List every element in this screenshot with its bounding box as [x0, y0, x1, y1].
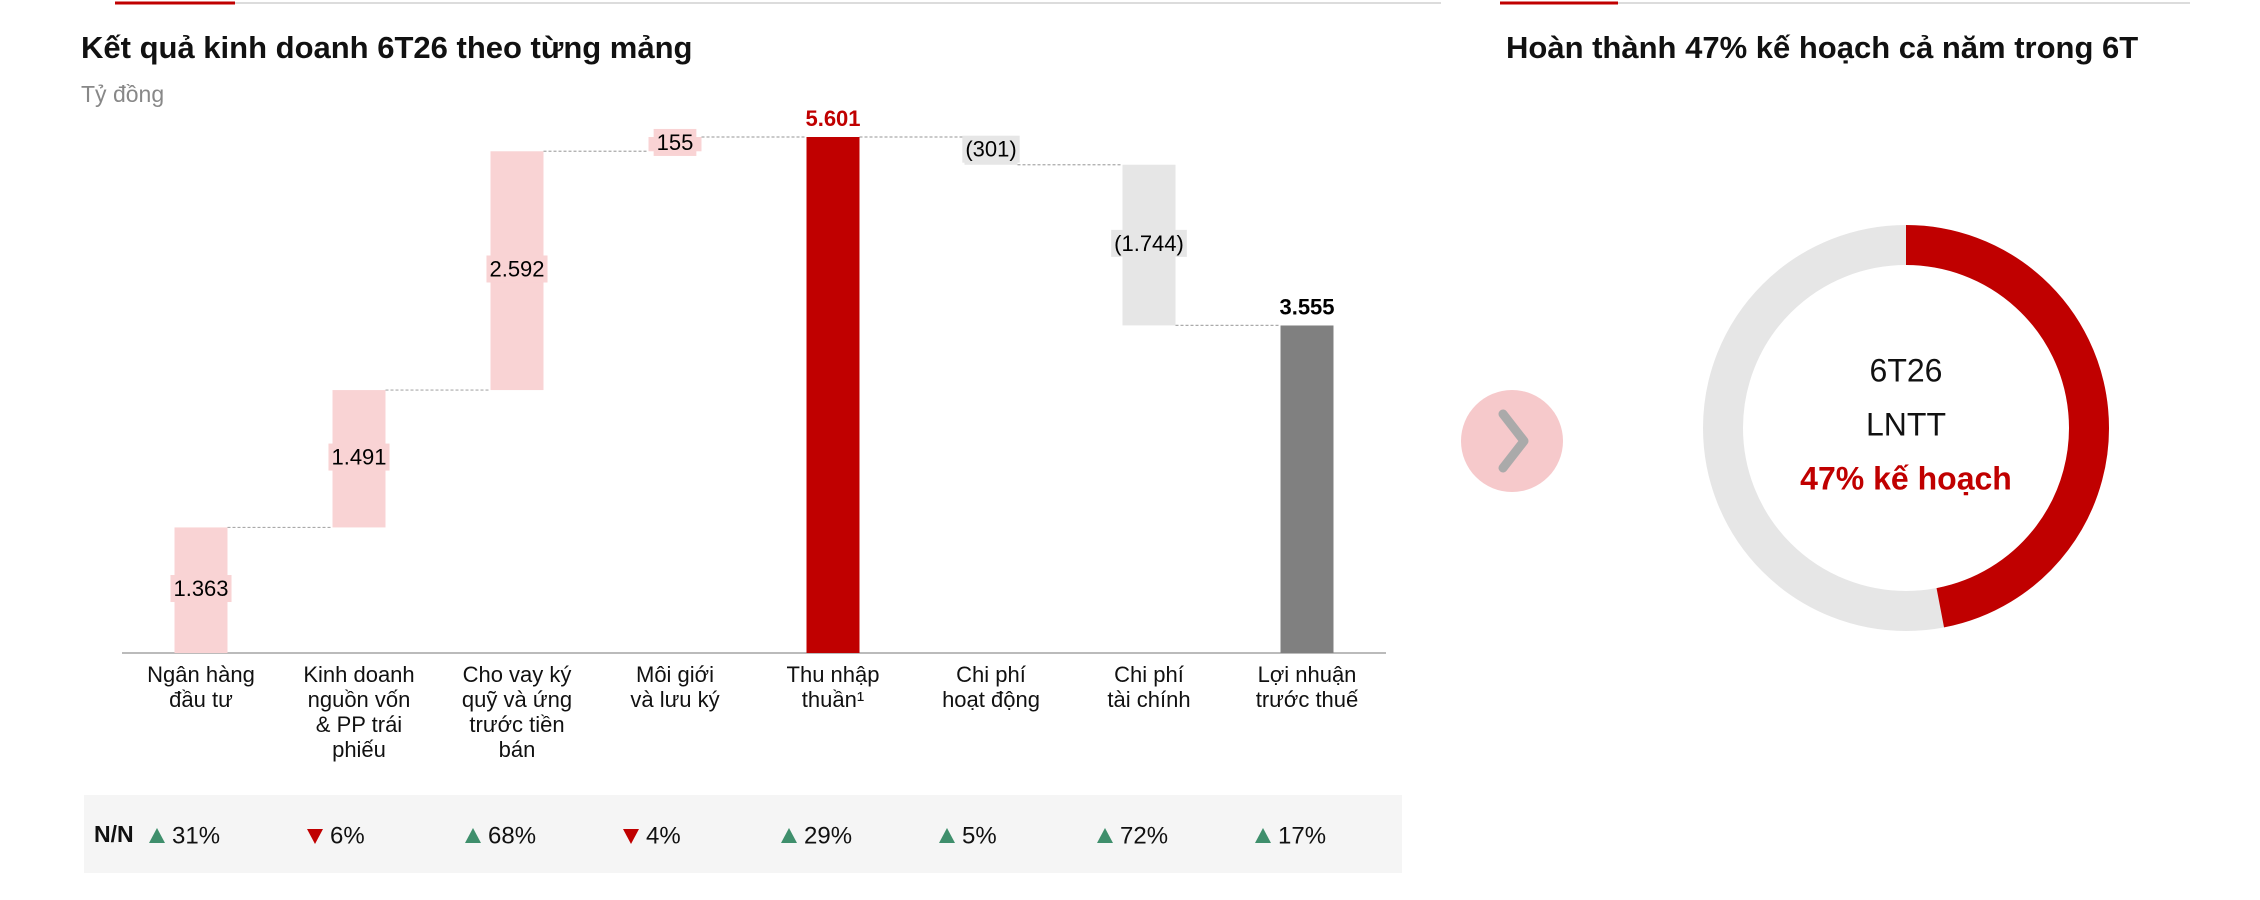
growth-row-label: N/N [94, 821, 134, 847]
x-tick-label: Chi phí hoạt động [942, 662, 1040, 712]
growth-label: 31% [172, 822, 220, 849]
growth-label: 68% [488, 822, 536, 849]
value-label-bg [486, 255, 548, 283]
value-label: (1.744) [1114, 231, 1184, 256]
chevron-button [1461, 390, 1563, 492]
value-label-bg [962, 135, 1020, 163]
growth-label: 29% [804, 822, 852, 849]
x-tick-label: Ngân hàng đầu tư [147, 662, 255, 712]
growth-arrow [1097, 828, 1113, 843]
growth-arrow [939, 828, 955, 843]
value-label-bg [1111, 229, 1187, 257]
x-tick-label: Cho vay ký quỹ và ứng trước tiền bán [461, 662, 573, 762]
growth-arrow [1255, 828, 1271, 843]
x-tick-label: Lợi nhuận trước thuế [1255, 662, 1359, 712]
growth-arrow [623, 829, 639, 844]
growth-label: 5% [962, 822, 997, 849]
growth-label: 6% [330, 822, 365, 849]
x-tick-label: Môi giới và lưu ký [630, 662, 720, 712]
value-label: (301) [965, 137, 1016, 162]
growth-label: 17% [1278, 822, 1326, 849]
value-label-bg [653, 128, 697, 156]
growth-label: 72% [1120, 822, 1168, 849]
value-label: 5.601 [805, 106, 860, 131]
x-tick-label: Thu nhập thuần¹ [786, 662, 880, 712]
growth-arrow [781, 828, 797, 843]
bar [1280, 325, 1334, 653]
donut-center-text: 6T26 [1870, 352, 1943, 388]
growth-arrow [465, 828, 481, 843]
chevron-icon [1498, 409, 1529, 473]
x-tick-label: Chi phí tài chính [1107, 662, 1191, 712]
value-label-bg [170, 575, 232, 603]
value-label: 1.491 [331, 445, 386, 470]
value-label: 2.592 [489, 256, 544, 281]
growth-row-bg [84, 795, 1402, 873]
value-label: 1.363 [173, 576, 228, 601]
donut-value-label: 47% kế hoạch [1800, 460, 2012, 496]
bar [806, 137, 860, 653]
donut-arc [1905, 225, 2109, 628]
value-label-bg [328, 443, 390, 471]
growth-arrow [149, 828, 165, 843]
subtitle: Tỷ đồng [81, 81, 164, 107]
growth-label: 4% [646, 822, 681, 849]
value-label: 3.555 [1279, 294, 1334, 319]
value-label: 155 [657, 130, 694, 155]
donut-center-text: LNTT [1866, 406, 1946, 442]
x-tick-label: Kinh doanh nguồn vốn & PP trái phiếu [303, 662, 415, 762]
chart-title: Kết quả kinh doanh 6T26 theo từng mảng [81, 30, 692, 65]
chart-title: Hoàn thành 47% kế hoạch cả năm trong 6T [1506, 30, 2138, 65]
growth-arrow [307, 829, 323, 844]
